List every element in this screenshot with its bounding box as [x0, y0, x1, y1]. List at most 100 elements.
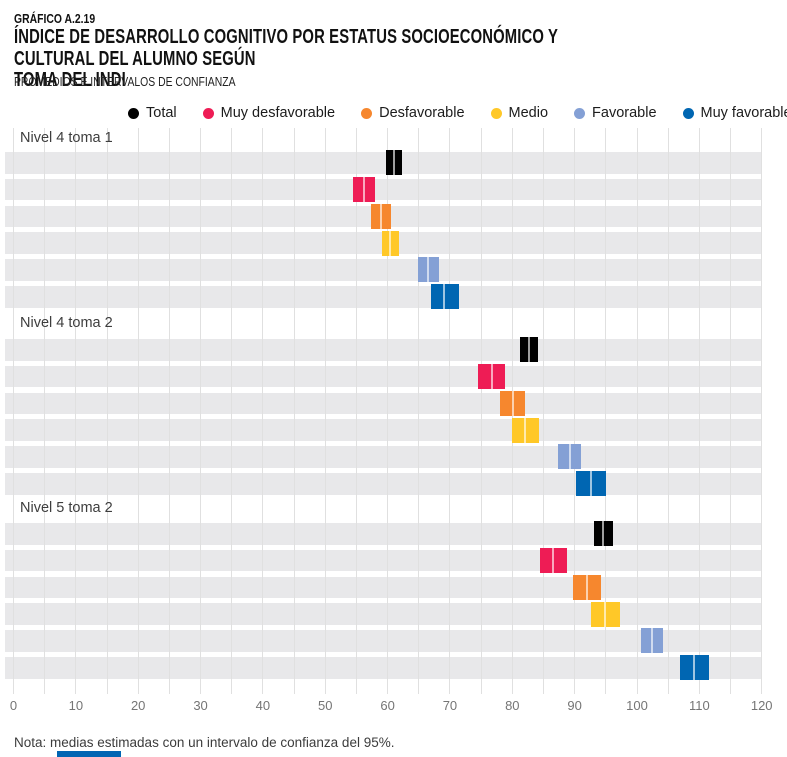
- axis-tick-label: 40: [255, 698, 271, 713]
- ci-marker-muy-favorable: [430, 284, 459, 310]
- grid-line: [262, 128, 264, 694]
- ci-marker-desfavorable: [370, 203, 391, 229]
- mean-line: [589, 471, 592, 497]
- legend-item-medio[interactable]: Medio: [490, 105, 549, 121]
- chart-subtitle: PROMEDIOS E INTERVALOS DE CONFIANZA: [14, 74, 291, 89]
- mean-line: [427, 257, 430, 283]
- grid-line: [168, 128, 170, 694]
- legend-label: Favorable: [592, 105, 657, 121]
- axis-tick-label: 30: [193, 698, 208, 713]
- axis-tick-label: 100: [626, 698, 648, 713]
- grid-line: [542, 128, 544, 694]
- ci-marker-medio: [590, 601, 620, 627]
- legend-item-muy-desfavorable[interactable]: Muy desfavorable: [202, 105, 336, 121]
- ci-marker-favorable: [641, 628, 663, 654]
- legend-label: Medio: [508, 105, 549, 121]
- legend-label: Muy desfavorable: [220, 105, 336, 121]
- chart-subtitle-text: PROMEDIOS E INTERVALOS DE CONFIANZA: [14, 74, 236, 89]
- mean-line: [511, 390, 514, 416]
- grid-line: [44, 128, 46, 694]
- page-title: ÍNDICE DE DESARROLLO COGNITIVO POR ESTAT…: [14, 26, 787, 92]
- row-stripe: [5, 152, 761, 174]
- ci-marker-desfavorable: [572, 574, 602, 600]
- ci-marker-total: [593, 521, 613, 547]
- legend-label: Muy favorable: [700, 105, 787, 121]
- legend-label: Desfavorable: [379, 105, 465, 121]
- axis-tick-label: 60: [380, 698, 395, 713]
- ci-marker-favorable: [417, 257, 440, 283]
- mean-line: [693, 655, 696, 681]
- row-stripe: [5, 523, 761, 545]
- axis-tick-label: 0: [9, 698, 18, 713]
- mean-line: [389, 230, 392, 256]
- mean-line: [362, 177, 365, 203]
- grid-line: [293, 128, 295, 694]
- legend-dot-icon: [202, 107, 214, 119]
- legend-dot-icon: [682, 107, 694, 119]
- mean-line: [443, 284, 446, 310]
- chart-kicker-text: GRÁFICO A.2.19: [14, 11, 96, 26]
- row-stripe: [5, 446, 761, 468]
- row-stripe: [5, 630, 761, 652]
- chart-kicker: GRÁFICO A.2.19: [14, 11, 115, 26]
- mean-line: [524, 417, 527, 443]
- row-stripe: [5, 392, 761, 415]
- ci-marker-desfavorable: [500, 390, 526, 416]
- grid-line: [449, 128, 451, 694]
- grid-line: [418, 128, 420, 694]
- ci-marker-muy-favorable: [575, 471, 606, 497]
- grid-line: [355, 128, 357, 694]
- grid-line: [324, 128, 326, 694]
- grid-line: [605, 128, 607, 694]
- grid-line: [761, 128, 763, 694]
- mean-line: [392, 150, 395, 176]
- ci-marker-medio: [381, 230, 399, 256]
- chart-legend: Total Muy desfavorable Desfavorable Medio Fa…: [128, 103, 787, 123]
- footnote: Nota: medias estimadas con un intervalo …: [14, 735, 395, 750]
- axis-tick-label: 70: [442, 698, 458, 713]
- legend-dot-icon: [574, 107, 586, 119]
- row-stripe: [5, 339, 761, 361]
- page-title-text: ÍNDICE DE DESARROLLO COGNITIVO POR ESTAT…: [14, 26, 558, 91]
- row-stripe: [5, 419, 761, 441]
- footer-brand-bar: [57, 751, 121, 757]
- legend-dot-icon: [361, 107, 373, 119]
- grid-line: [387, 128, 389, 694]
- ci-marker-muy-desfavorable: [352, 177, 376, 203]
- grid-line: [106, 128, 108, 694]
- mean-line: [586, 574, 589, 600]
- grid-line: [636, 128, 638, 694]
- axis-tick-label: 90: [567, 698, 582, 713]
- grid-line: [231, 128, 233, 694]
- row-stripe: [5, 178, 761, 201]
- mean-line: [602, 521, 605, 547]
- ci-marker-muy-desfavorable: [478, 364, 506, 390]
- mean-line: [490, 364, 493, 390]
- grid-line: [75, 128, 77, 694]
- mean-line: [604, 601, 607, 627]
- legend-item-desfavorable[interactable]: Desfavorable: [361, 105, 465, 121]
- grid-line: [137, 128, 139, 694]
- legend-item-muy-favorable[interactable]: Muy favorable: [682, 105, 787, 121]
- group-label: Nivel 4 toma 1: [20, 130, 113, 146]
- grid-line: [730, 128, 732, 694]
- grid-line: [480, 128, 482, 694]
- ci-marker-muy-favorable: [680, 655, 709, 681]
- legend-item-total[interactable]: Total: [128, 105, 177, 121]
- legend-dot-icon: [128, 107, 139, 119]
- row-stripe: [5, 365, 761, 388]
- mean-line: [379, 203, 382, 229]
- axis-tick-label: 20: [130, 698, 146, 713]
- axis-tick-label: 80: [505, 698, 520, 713]
- legend-item-favorable[interactable]: Favorable: [574, 105, 657, 121]
- row-stripe: [5, 473, 761, 495]
- group-label: Nivel 5 toma 2: [20, 500, 113, 516]
- ci-marker-favorable: [558, 444, 581, 470]
- ci-marker-medio: [511, 417, 540, 443]
- grid-line: [698, 128, 700, 694]
- grid-line: [13, 128, 14, 694]
- axis-tick-label: 120: [750, 698, 773, 713]
- mean-line: [568, 444, 571, 470]
